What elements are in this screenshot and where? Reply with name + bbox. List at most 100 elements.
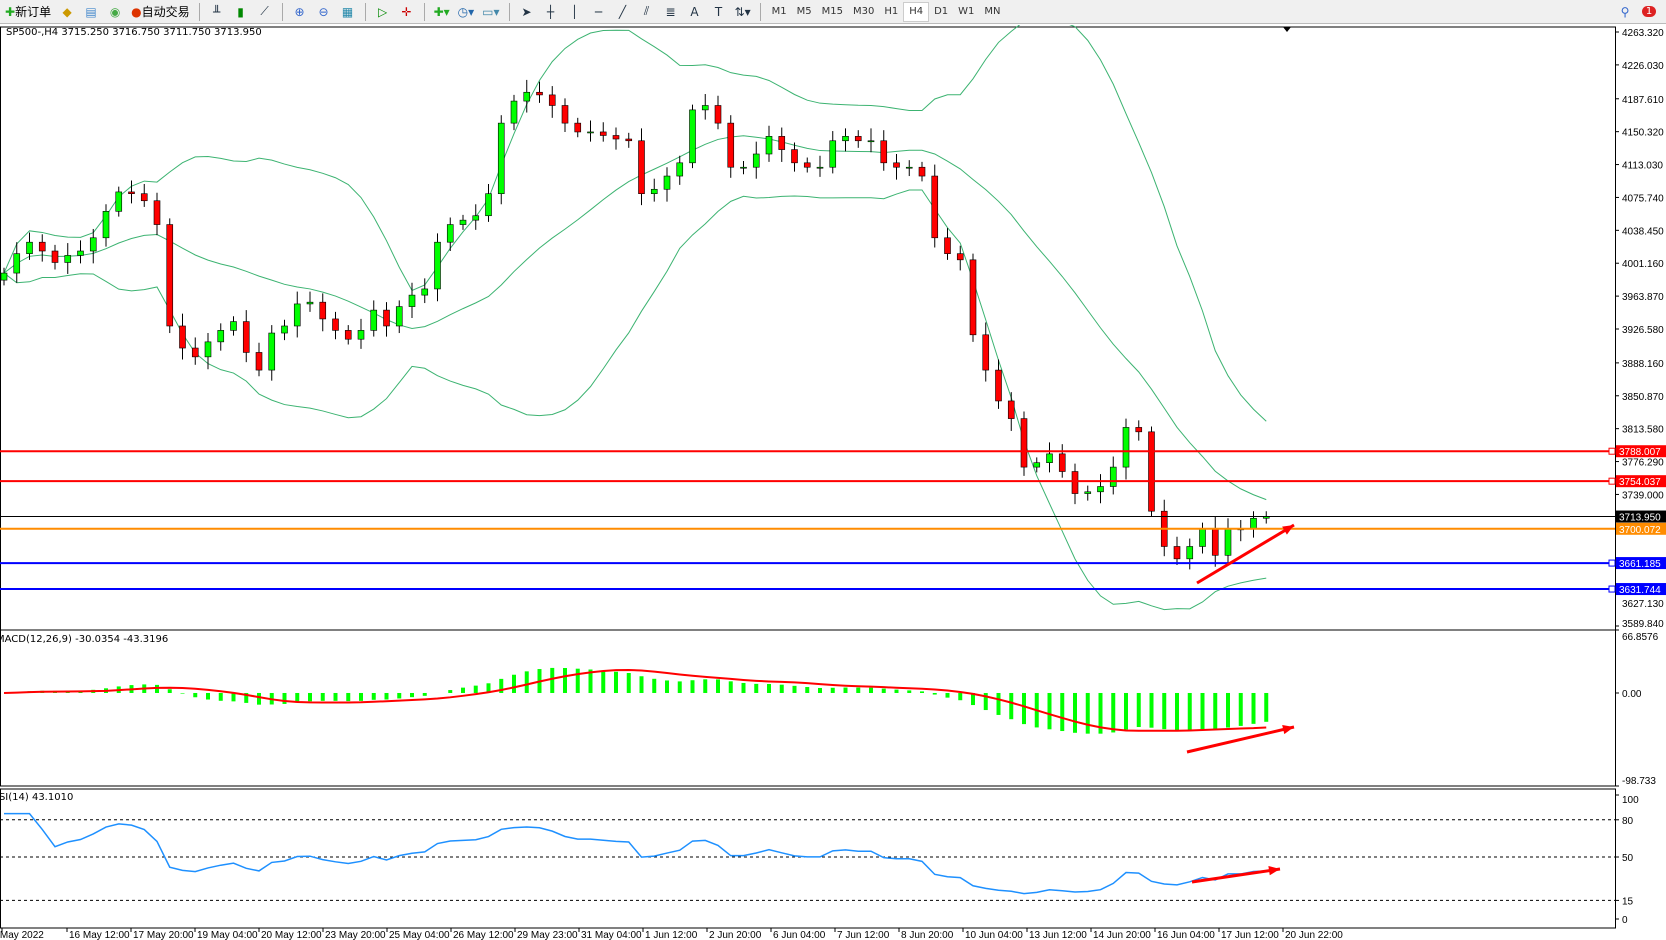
indicators-icon: ✚▾: [433, 4, 450, 19]
time-label: 19 May 04:00: [197, 930, 258, 940]
bear-candle: [1071, 471, 1079, 494]
macd-histogram-bar: [524, 671, 529, 693]
macd-signal-line: [3, 668, 1267, 732]
bull-candle: [701, 105, 709, 111]
bear-candle: [1020, 418, 1028, 468]
navigator-button[interactable]: ▤: [80, 2, 102, 22]
trendline-button[interactable]: ╱: [612, 2, 634, 22]
auto-trading-button[interactable]: ● 自动交易: [131, 4, 190, 20]
equidistant-channel-button[interactable]: ⫽: [636, 2, 658, 22]
level-handle[interactable]: [1608, 477, 1616, 485]
bear-candle: [791, 149, 798, 164]
chart-shift-button[interactable]: ✛: [396, 2, 418, 22]
timeframe-h4[interactable]: H4: [903, 1, 930, 22]
bull-candle: [1046, 453, 1053, 463]
bull-candle: [268, 332, 276, 371]
level-price-label: 3700.072: [1619, 525, 1661, 536]
bull-candle: [204, 341, 212, 358]
macd-histogram-bar: [1264, 692, 1269, 722]
timeframe-m15[interactable]: M15: [821, 6, 843, 17]
templates-icon: ▭▾: [482, 4, 500, 19]
timeframe-h1[interactable]: H1: [884, 6, 899, 17]
macd-histogram-bar: [295, 692, 300, 703]
rsi-trend-arrow-head: [1268, 865, 1280, 876]
templates-button[interactable]: ▭▾: [479, 2, 502, 22]
bollinger-lower: [3, 189, 1267, 611]
macd-histogram-bar: [677, 681, 682, 693]
text-label-button[interactable]: T: [708, 2, 730, 22]
line-chart-button[interactable]: ⟋: [254, 2, 276, 22]
vertical-line-button[interactable]: │: [564, 2, 586, 22]
indicators-button[interactable]: ✚▾: [431, 2, 453, 22]
zoom-out-icon: ⊖: [318, 4, 329, 19]
bear-candle: [153, 200, 161, 225]
timeframe-w1[interactable]: W1: [958, 6, 975, 17]
bar-chart-button[interactable]: ╨: [206, 2, 228, 22]
macd-histogram-bar: [945, 692, 950, 698]
toolbar: ✚ 新订单 ◆ ▤ ◉ ● 自动交易 ╨ ▮ ⟋ ⊕ ⊖ ▦ ▷ ✛ ✚▾ ◷▾ ▭…: [0, 0, 1666, 24]
level-handle[interactable]: [1608, 585, 1616, 593]
bear-candle: [574, 122, 582, 133]
periods-button[interactable]: ◷▾: [455, 2, 478, 22]
bull-candle: [829, 140, 837, 168]
bull-candle: [1109, 466, 1117, 487]
bull-candle: [89, 237, 97, 252]
zoom-out-button[interactable]: ⊖: [313, 2, 335, 22]
rsi-label: RSI(14) 43.1010: [0, 792, 74, 803]
fibonacci-button[interactable]: ≣: [660, 2, 682, 22]
macd-histogram-bar: [1226, 692, 1230, 728]
time-label: 20 May 12:00: [261, 930, 322, 940]
chart-header: SP500-,H4 3715.250 3716.750 3711.750 371…: [6, 27, 262, 38]
zoom-in-button[interactable]: ⊕: [289, 2, 311, 22]
bull-candle: [1199, 528, 1206, 547]
crosshair-button[interactable]: ┼: [540, 2, 562, 22]
price-trend-arrow: [1196, 523, 1295, 585]
zoom-in-icon: ⊕: [294, 4, 305, 19]
auto-scroll-button[interactable]: ▷: [372, 2, 394, 22]
search-button[interactable]: ⚲: [1614, 2, 1636, 22]
candlestick-button[interactable]: ▮: [230, 2, 252, 22]
timeframe-mn[interactable]: MN: [984, 6, 1001, 17]
macd-histogram-bar: [971, 692, 975, 706]
timeframe-d1[interactable]: D1: [934, 6, 949, 17]
text-button[interactable]: A: [684, 2, 706, 22]
level-price-label: 3661.185: [1619, 559, 1661, 570]
notifications-button[interactable]: 1: [1638, 2, 1660, 22]
bear-candle: [803, 162, 811, 168]
timeframe-m5[interactable]: M5: [796, 6, 812, 17]
macd-histogram-bar: [461, 687, 465, 693]
level-handle[interactable]: [1608, 559, 1616, 567]
time-label: 6 Jun 04:00: [773, 930, 826, 940]
arrows-button[interactable]: ⇅▾: [732, 2, 754, 22]
new-order-button[interactable]: ✚ 新订单: [5, 4, 52, 20]
price-chart[interactable]: 4263.320 4226.030 4187.610 4150.320 4113.030…: [0, 25, 1666, 940]
horizontal-line-button[interactable]: ─: [588, 2, 610, 22]
market-watch-button[interactable]: ◆: [56, 2, 78, 22]
fibonacci-icon: ≣: [665, 4, 676, 19]
bull-candle: [1224, 528, 1232, 556]
macd-histogram-bar: [422, 692, 427, 696]
level-handle[interactable]: [1608, 447, 1616, 455]
bull-candle: [523, 91, 531, 102]
tile-windows-button[interactable]: ▦: [337, 2, 359, 22]
bull-candle: [740, 166, 747, 169]
cursor-button[interactable]: ➤: [516, 2, 538, 22]
bear-candle: [625, 138, 633, 142]
macd-histogram-bar: [308, 692, 312, 702]
time-label: 26 May 12:00: [453, 930, 514, 940]
timeframe-m30[interactable]: M30: [852, 6, 875, 17]
market-watch-icon: ◆: [62, 4, 72, 19]
bull-candle: [217, 330, 225, 343]
rsi-tick-label: 100: [1622, 795, 1639, 806]
macd-histogram-bar: [218, 692, 223, 701]
text-label-icon: T: [714, 4, 723, 19]
bull-candle: [485, 193, 492, 217]
signals-button[interactable]: ◉: [104, 2, 126, 22]
price-tick-label: 4150.320: [1622, 128, 1664, 139]
bear-candle: [854, 136, 862, 142]
macd-histogram-bar: [346, 692, 351, 702]
chart-shift-marker-icon[interactable]: [1283, 27, 1291, 32]
bear-candle: [51, 250, 59, 263]
timeframe-m1[interactable]: M1: [771, 6, 787, 17]
bull-candle: [102, 211, 110, 239]
